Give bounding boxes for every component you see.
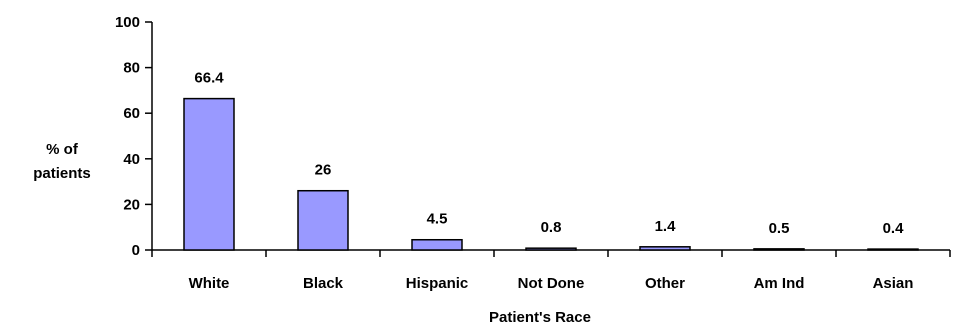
- x-tick-label: Black: [303, 275, 344, 292]
- bar-not-done: [525, 247, 577, 251]
- y-tick-label: 0: [132, 242, 140, 259]
- x-tick-label: Not Done: [518, 275, 585, 292]
- data-label: 0.5: [769, 220, 790, 237]
- data-label: 26: [315, 162, 332, 179]
- y-tick-label: 80: [123, 60, 140, 77]
- y-axis-title-line-1: % of: [46, 141, 79, 158]
- data-label: 0.4: [883, 220, 905, 237]
- x-tick-label: Hispanic: [406, 275, 469, 292]
- bar-other: [639, 246, 691, 251]
- y-tick-label: 40: [123, 151, 140, 168]
- y-tick-label: 60: [123, 105, 140, 122]
- bar-white: [183, 97, 235, 251]
- bar-black: [297, 189, 349, 251]
- x-tick-label: White: [189, 275, 230, 292]
- bar-hispanic: [411, 238, 463, 251]
- data-label: 1.4: [655, 218, 677, 235]
- x-tick-label: Asian: [873, 275, 914, 292]
- bar-am-ind: [753, 248, 805, 251]
- data-labels: 66.4 26 4.5 0.8 1.4 0.5 0.4: [194, 70, 904, 237]
- data-label: 0.8: [541, 219, 562, 236]
- x-tick-label: Am Ind: [754, 275, 805, 292]
- y-tick-label: 20: [123, 196, 140, 213]
- y-axis-title-line-2: patients: [33, 165, 91, 182]
- data-label: 4.5: [427, 211, 448, 228]
- x-ticks: [151, 250, 951, 257]
- x-axis-title: Patient's Race: [489, 309, 591, 326]
- y-tick-label: 100: [115, 14, 140, 31]
- bars: [183, 97, 919, 251]
- y-ticks: 0 20 40 60 80 100: [115, 14, 152, 259]
- x-tick-label: Other: [645, 275, 685, 292]
- x-tick-labels: White Black Hispanic Not Done Other Am Ind Asi…: [189, 275, 914, 292]
- bar-asian: [867, 248, 919, 251]
- data-label: 66.4: [194, 70, 224, 87]
